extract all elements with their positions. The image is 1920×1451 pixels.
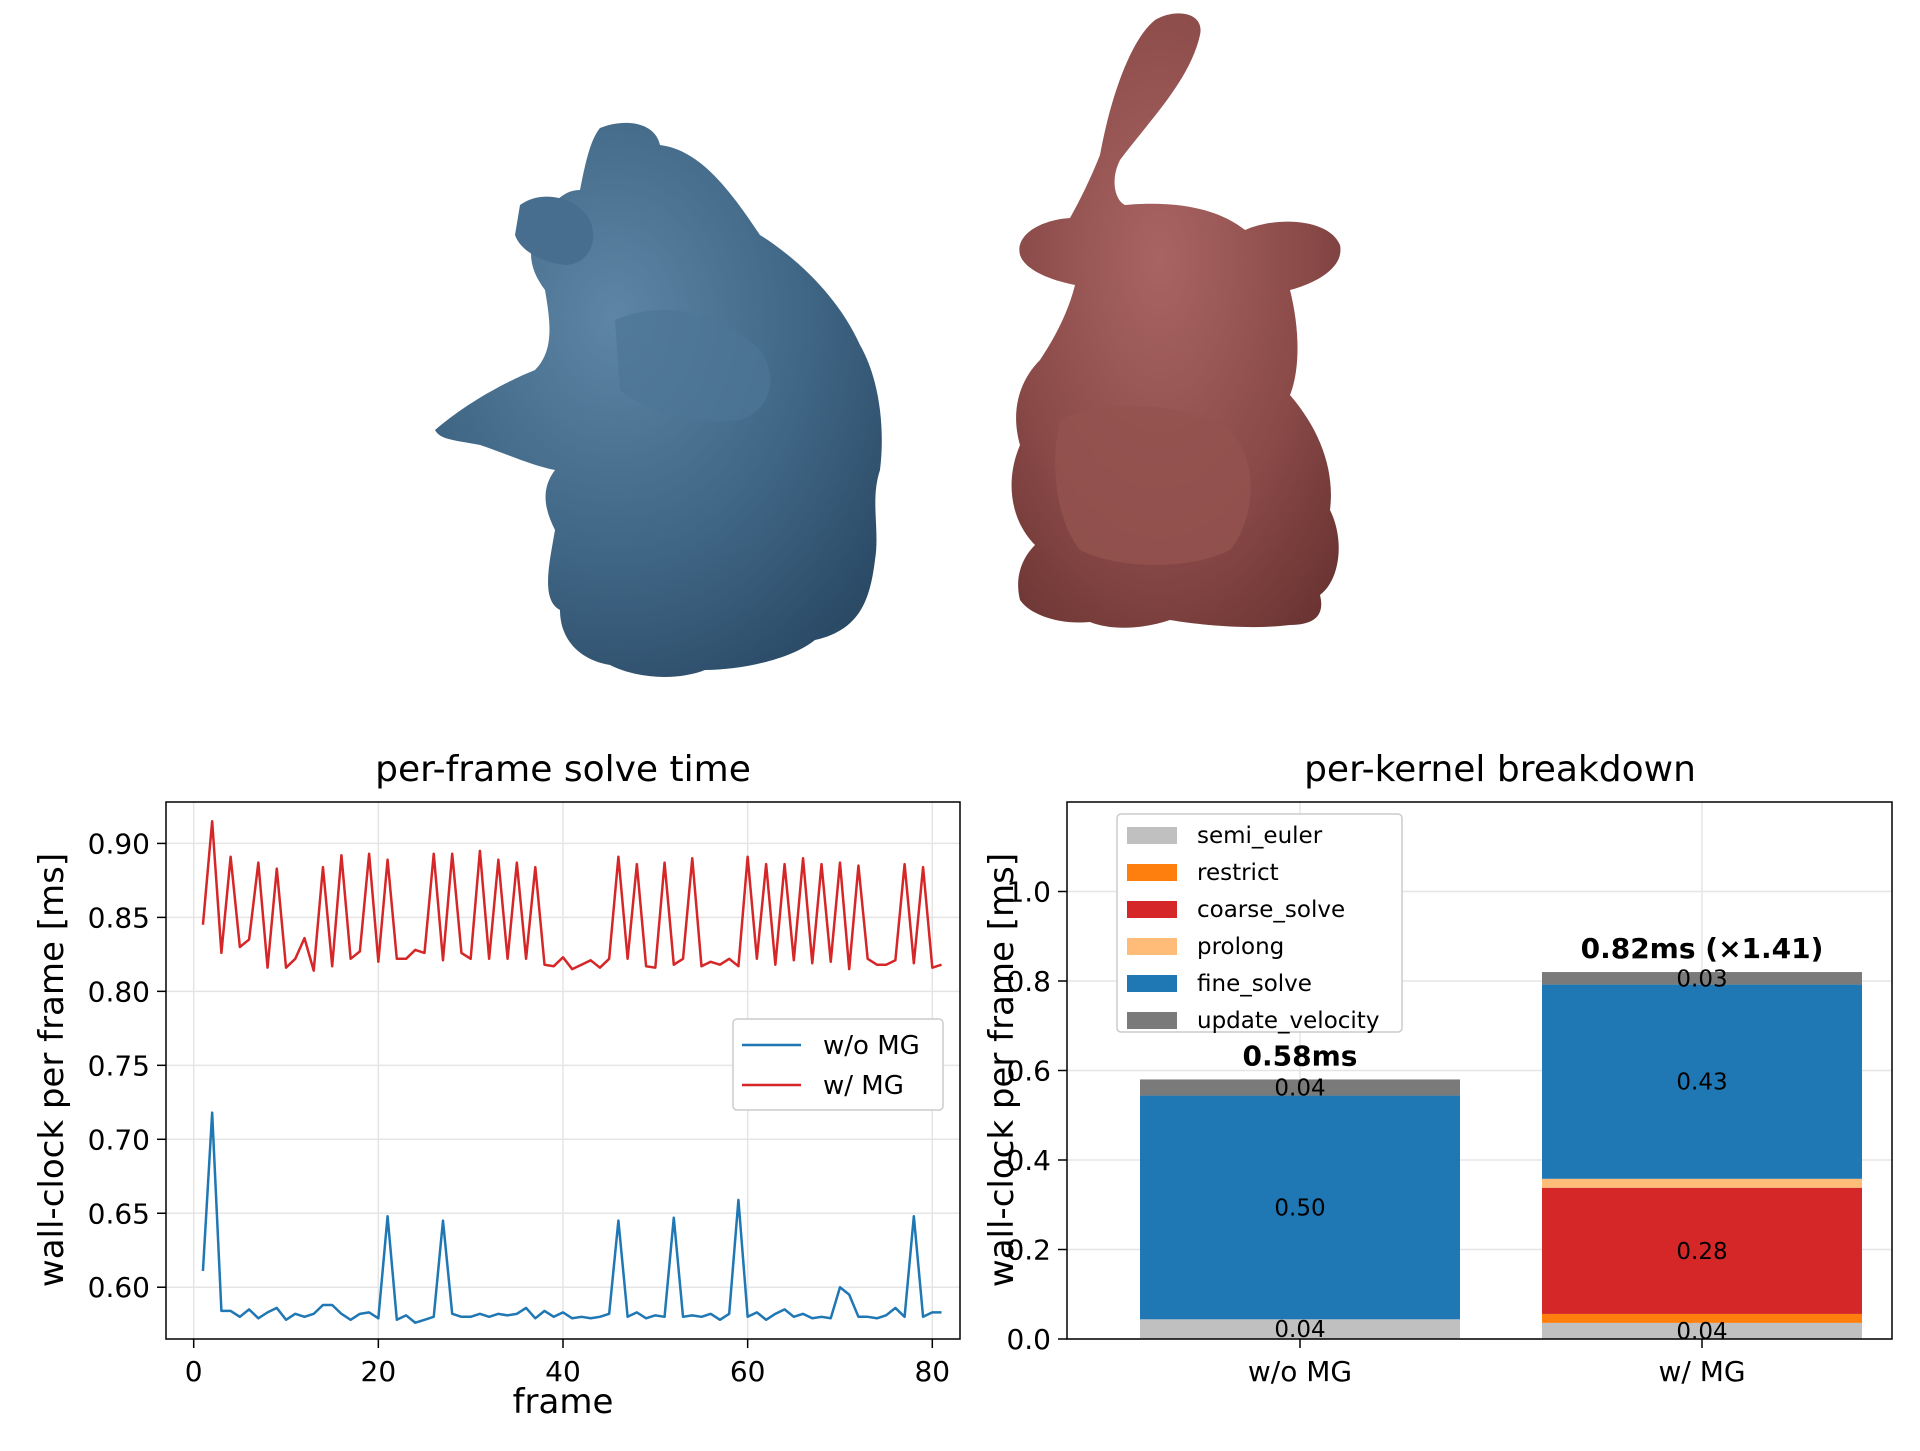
legend-box <box>732 1018 944 1111</box>
legend-label-fine-solve: fine_solve <box>1197 971 1312 997</box>
bar-total-label: 0.82ms (×1.41) <box>1581 932 1824 965</box>
bar-segment-fine-solve <box>1542 984 1862 1179</box>
y-tick-label: 0.70 <box>88 1123 150 1156</box>
y-tick-label: 0.2 <box>1006 1234 1051 1267</box>
bar-segment-coarse-solve <box>1542 1187 1862 1314</box>
y-tick-label: 0.80 <box>88 975 150 1008</box>
legend-label-restrict: restrict <box>1197 860 1279 886</box>
bar-total-label: 0.58ms <box>1243 1039 1358 1072</box>
legend-label-update-velocity: update_velocity <box>1197 1008 1379 1034</box>
bar-segment-restrict <box>1542 1313 1862 1323</box>
y-tick-label: 0.4 <box>1006 1144 1051 1177</box>
line-chart: per-frame solve time 0 20 40 60 80 0.60 0.65 0.… <box>32 749 961 1422</box>
legend-swatch-restrict <box>1127 864 1177 881</box>
x-tick-label: w/o MG <box>1248 1355 1352 1388</box>
legend-box <box>1116 813 1403 1033</box>
charts-panel: per-frame solve time 0 20 40 60 80 0.60 0.65 0.… <box>32 749 1893 1422</box>
bar-segment-semi-euler <box>1140 1319 1460 1339</box>
y-tick-label: 0.65 <box>88 1197 150 1230</box>
y-tick-label: 1.0 <box>1006 876 1051 909</box>
reference-bunny-render <box>1011 13 1341 628</box>
bar-chart-legend: semi_euler restrict coarse_solve prolong… <box>1116 813 1403 1034</box>
y-tick-label: 0.0 <box>1006 1323 1051 1356</box>
legend-swatch-prolong <box>1127 938 1177 955</box>
legend-label-prolong: prolong <box>1197 934 1284 960</box>
legend-swatch-coarse-solve <box>1127 901 1177 918</box>
bar-segment-semi-euler <box>1542 1322 1862 1339</box>
y-tick-label: 0.6 <box>1006 1055 1051 1088</box>
line-chart-series <box>201 819 942 1324</box>
segment-value-label: 0.43 <box>1676 1070 1727 1096</box>
bar-chart-bars <box>1140 972 1862 1339</box>
segment-value-label: 0.50 <box>1274 1195 1325 1221</box>
y-tick-label: 0.60 <box>88 1271 150 1304</box>
y-tick-label: 0.75 <box>88 1049 150 1082</box>
bar-segment-fine-solve <box>1140 1095 1460 1320</box>
legend-swatch-update-velocity <box>1127 1012 1177 1029</box>
series-line-w-o-mg <box>201 1111 942 1324</box>
segment-value-label: 0.28 <box>1676 1239 1727 1265</box>
bar-segment-prolong <box>1542 1178 1862 1188</box>
x-tick-label: 60 <box>730 1355 766 1388</box>
line-chart-xlabel: frame <box>513 1382 614 1422</box>
legend-swatch-fine-solve <box>1127 975 1177 992</box>
bar-chart-title: per-kernel breakdown <box>1304 749 1696 790</box>
legend-label-semi-euler: semi_euler <box>1197 823 1323 849</box>
bar-chart-ticks: 0.0 0.2 0.4 0.6 0.8 1.0 w/o MG w/ MG <box>1006 876 1745 1389</box>
x-tick-label: w/ MG <box>1658 1355 1745 1388</box>
line-chart-legend: w/o MG w/ MG <box>732 1018 944 1111</box>
line-chart-ylabel: wall-clock per frame [ms] <box>32 853 72 1287</box>
bar-segment-update-velocity <box>1542 972 1862 985</box>
y-tick-label: 0.8 <box>1006 965 1051 998</box>
renders-panel <box>435 13 1341 677</box>
x-tick-label: 80 <box>914 1355 950 1388</box>
y-tick-label: 0.90 <box>88 827 150 860</box>
bar-chart: per-kernel breakdown 0.040.500.040.58ms0… <box>982 749 1893 1389</box>
line-chart-title: per-frame solve time <box>375 749 751 790</box>
x-tick-label: 40 <box>545 1355 581 1388</box>
deformed-bunny-render <box>435 122 882 677</box>
legend-label-w-mg: w/ MG <box>823 1071 904 1101</box>
y-tick-label: 0.85 <box>88 901 150 934</box>
x-tick-label: 20 <box>361 1355 397 1388</box>
legend-swatch-semi-euler <box>1127 827 1177 844</box>
segment-value-label: 0.03 <box>1676 966 1727 992</box>
legend-label-wo-mg: w/o MG <box>823 1031 920 1061</box>
line-chart-ticks: 0 20 40 60 80 0.60 0.65 0.70 0.75 0.80 0.85 0.90 <box>88 827 950 1388</box>
legend-label-coarse-solve: coarse_solve <box>1197 897 1345 923</box>
segment-value-label: 0.04 <box>1274 1076 1325 1102</box>
bar-chart-ylabel: wall-clock per frame [ms] <box>982 853 1022 1287</box>
bar-chart-segment-labels: 0.040.500.040.58ms0.040.280.430.030.82ms… <box>1243 932 1824 1345</box>
bar-segment-update-velocity <box>1140 1079 1460 1096</box>
series-line-w-mg <box>201 819 942 972</box>
x-tick-label: 0 <box>185 1355 203 1388</box>
